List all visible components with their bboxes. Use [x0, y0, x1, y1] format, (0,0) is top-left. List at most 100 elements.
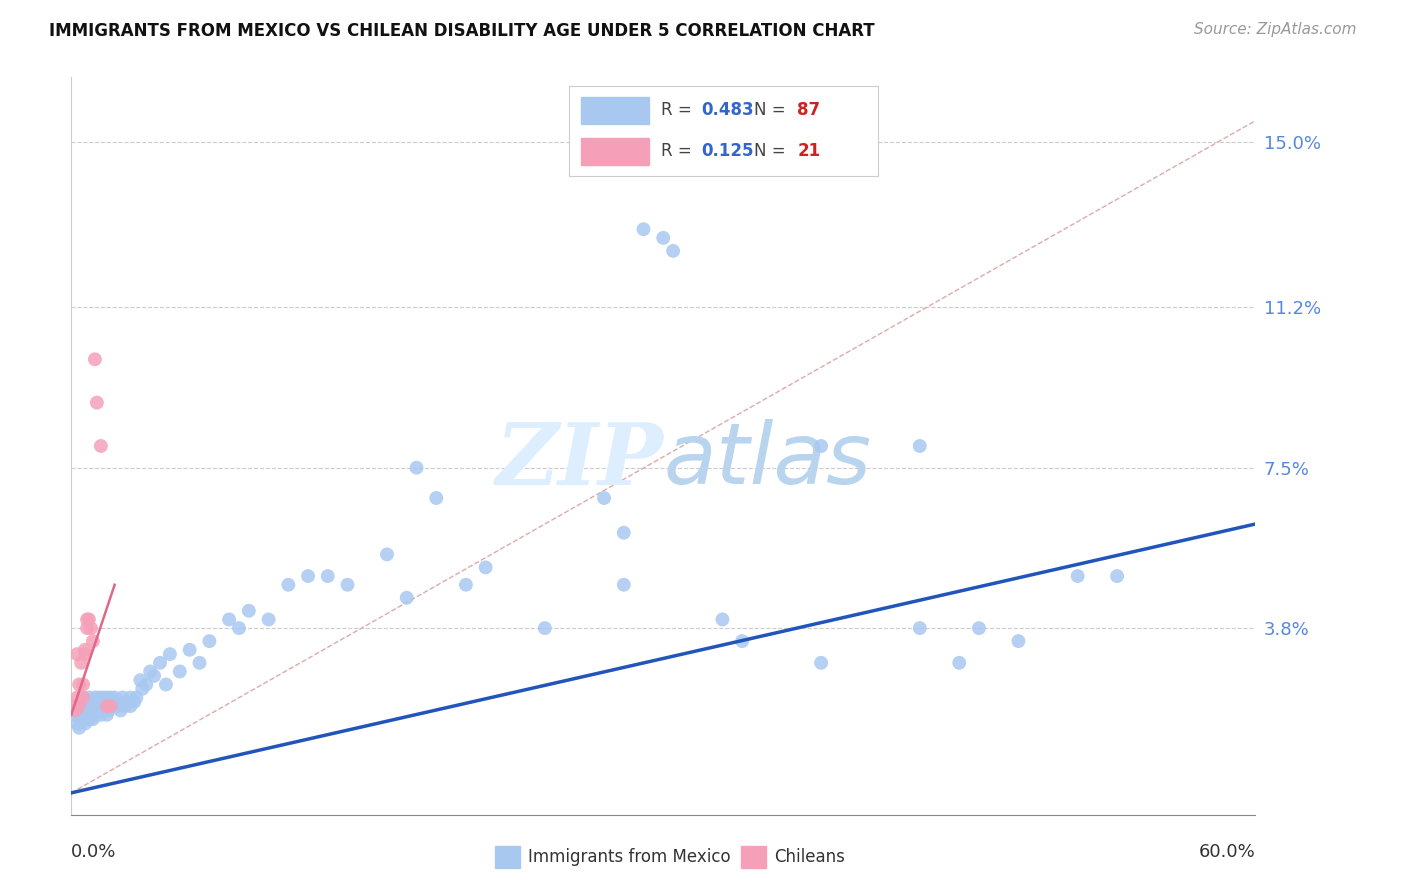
Point	[135, 677, 157, 691]
Text: 21: 21	[797, 143, 821, 161]
Point	[297, 569, 319, 583]
Point	[97, 695, 120, 709]
Point	[72, 677, 94, 691]
Point	[70, 656, 93, 670]
Point	[115, 695, 138, 709]
Point	[155, 677, 177, 691]
Point	[84, 690, 107, 705]
Point	[77, 690, 100, 705]
Text: 0.0%: 0.0%	[72, 843, 117, 861]
Point	[908, 621, 931, 635]
Point	[82, 712, 104, 726]
Point	[120, 699, 142, 714]
Point	[82, 704, 104, 718]
Point	[66, 690, 89, 705]
Point	[711, 612, 734, 626]
Point	[96, 690, 118, 705]
Text: 87: 87	[797, 102, 821, 120]
Point	[66, 647, 89, 661]
Point	[63, 704, 86, 718]
Point	[652, 231, 675, 245]
Point	[1007, 634, 1029, 648]
Point	[80, 695, 103, 709]
Point	[80, 699, 103, 714]
Point	[100, 690, 122, 705]
Point	[104, 690, 127, 705]
Point	[67, 677, 90, 691]
Point	[731, 634, 754, 648]
Point	[129, 673, 152, 687]
Point	[474, 560, 496, 574]
Point	[72, 690, 94, 705]
Text: R =: R =	[661, 102, 697, 120]
Text: Immigrants from Mexico: Immigrants from Mexico	[529, 848, 731, 866]
Point	[100, 699, 122, 714]
Point	[77, 712, 100, 726]
Point	[228, 621, 250, 635]
Point	[90, 439, 112, 453]
Point	[87, 699, 110, 714]
Point	[316, 569, 339, 583]
Point	[76, 699, 98, 714]
Point	[91, 690, 114, 705]
Point	[277, 578, 299, 592]
Point	[662, 244, 685, 258]
Point	[143, 669, 166, 683]
Point	[139, 665, 162, 679]
Point	[169, 665, 191, 679]
Point	[111, 690, 134, 705]
Text: 60.0%: 60.0%	[1198, 843, 1256, 861]
Point	[70, 699, 93, 714]
Point	[96, 707, 118, 722]
Point	[114, 699, 136, 714]
Point	[94, 695, 117, 709]
Point	[72, 707, 94, 722]
Point	[105, 699, 128, 714]
Point	[91, 704, 114, 718]
Point	[131, 681, 153, 696]
Point	[454, 578, 477, 592]
Point	[73, 647, 96, 661]
Point	[110, 704, 132, 718]
Point	[967, 621, 990, 635]
Point	[86, 395, 108, 409]
Point	[73, 704, 96, 718]
Point	[67, 704, 90, 718]
Point	[149, 656, 172, 670]
Point	[67, 699, 90, 714]
Point	[84, 352, 107, 367]
Point	[107, 695, 129, 709]
Text: Chileans: Chileans	[775, 848, 845, 866]
Point	[70, 712, 93, 726]
Text: 0.125: 0.125	[702, 143, 754, 161]
Text: 0.483: 0.483	[702, 102, 754, 120]
Point	[257, 612, 280, 626]
Point	[125, 690, 148, 705]
Point	[62, 699, 84, 714]
Point	[336, 578, 359, 592]
Point	[613, 525, 636, 540]
Text: N =: N =	[754, 102, 792, 120]
Point	[810, 439, 832, 453]
Point	[63, 707, 86, 722]
Point	[84, 699, 107, 714]
Text: atlas: atlas	[664, 419, 872, 502]
Point	[76, 612, 98, 626]
Text: Source: ZipAtlas.com: Source: ZipAtlas.com	[1194, 22, 1357, 37]
Point	[86, 695, 108, 709]
Point	[73, 716, 96, 731]
Point	[96, 699, 118, 714]
Point	[87, 690, 110, 705]
Point	[67, 721, 90, 735]
Point	[84, 707, 107, 722]
Point	[593, 491, 616, 505]
Point	[198, 634, 221, 648]
Point	[66, 716, 89, 731]
Text: R =: R =	[661, 143, 697, 161]
Point	[76, 695, 98, 709]
Point	[405, 460, 427, 475]
Point	[90, 707, 112, 722]
Point	[82, 634, 104, 648]
Point	[633, 222, 655, 236]
Point	[77, 612, 100, 626]
